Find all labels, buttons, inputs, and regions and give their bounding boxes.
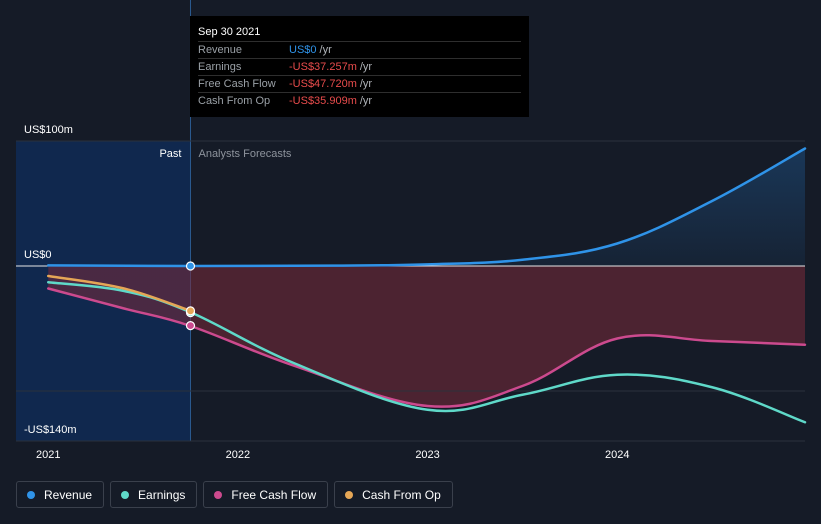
tooltip-row-free-cash-flow: Free Cash Flow -US$47.720m /yr <box>198 75 521 92</box>
tooltip-unit: /yr <box>359 78 373 90</box>
legend-item-earnings[interactable]: Earnings <box>110 481 198 508</box>
tooltip-unit: /yr <box>319 44 332 56</box>
x-tick-label: 2024 <box>605 449 629 461</box>
past-label: Past <box>159 148 181 160</box>
tooltip-label: Revenue <box>198 44 243 56</box>
legend-label: Revenue <box>44 487 93 502</box>
tooltip-panel: Sep 30 2021 Revenue US$0 /yr Earnings -U… <box>190 16 529 117</box>
tooltip-unit: /yr <box>359 95 373 107</box>
x-tick-label: 2022 <box>226 449 250 461</box>
series-line-cash-from-op <box>46 274 192 313</box>
series-line-free-cash-flow <box>46 287 807 408</box>
legend-item-free-cash-flow[interactable]: Free Cash Flow <box>203 481 329 508</box>
x-tick-label: 2023 <box>415 449 439 461</box>
legend-dot-icon <box>27 490 35 499</box>
tooltip-label: Cash From Op <box>198 95 271 107</box>
marker-free-cash-flow <box>185 321 196 331</box>
tooltip-label: Free Cash Flow <box>198 78 276 90</box>
marker-revenue <box>185 261 196 271</box>
chart-legend: Revenue Earnings Free Cash Flow Cash Fro… <box>16 481 453 508</box>
legend-dot-icon <box>345 490 354 499</box>
legend-label: Free Cash Flow <box>231 487 317 502</box>
legend-label: Cash From Op <box>362 487 441 502</box>
y-tick-label: US$0 <box>24 249 52 261</box>
legend-dot-icon <box>121 490 130 499</box>
free-cash-flow-area-fill <box>48 266 805 407</box>
legend-label: Earnings <box>138 487 186 502</box>
tooltip-row-revenue: Revenue US$0 /yr <box>198 41 521 58</box>
legend-dot-icon <box>214 490 223 499</box>
tooltip-value: -US$37.257m <box>289 61 357 73</box>
tooltip-label: Earnings <box>198 61 242 73</box>
tooltip-value: -US$35.909m <box>289 95 357 107</box>
legend-item-revenue[interactable]: Revenue <box>16 481 105 508</box>
tooltip-date: Sep 30 2021 <box>198 26 261 38</box>
tooltip-value: US$0 <box>289 44 317 56</box>
marker-cash-from-op <box>185 306 196 316</box>
tooltip-row-earnings: Earnings -US$37.257m /yr <box>198 58 521 75</box>
tooltip-unit: /yr <box>359 61 373 73</box>
analysts-forecasts-label: Analysts Forecasts <box>198 148 291 160</box>
x-tick-label: 2021 <box>36 449 60 461</box>
revenue-area-fill <box>48 148 805 267</box>
y-tick-label: US$100m <box>24 124 73 136</box>
tooltip-value: -US$47.720m <box>289 78 357 90</box>
legend-item-cash-from-op[interactable]: Cash From Op <box>334 481 453 508</box>
y-tick-label: -US$140m <box>24 424 77 436</box>
tooltip-row-cash-from-op: Cash From Op -US$35.909m /yr <box>198 92 521 109</box>
